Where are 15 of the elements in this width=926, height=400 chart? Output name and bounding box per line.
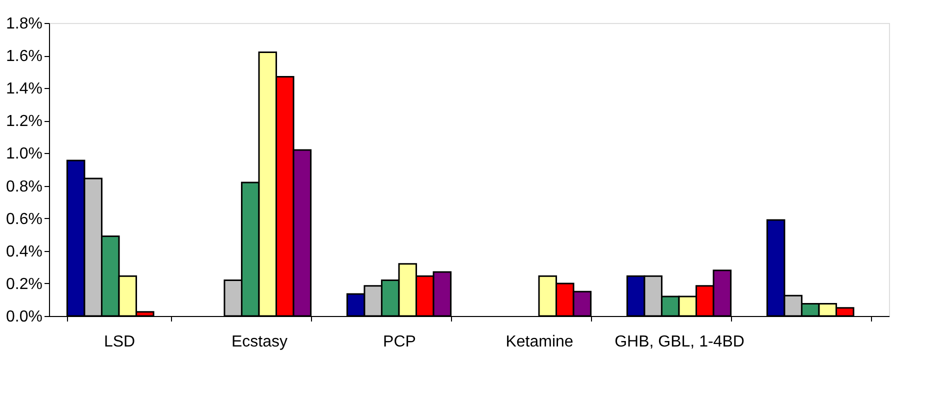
y-tick-label: 1.8%	[6, 16, 42, 32]
y-tick-label: 0.6%	[6, 210, 42, 228]
x-tick-label: Ecstasy	[231, 334, 288, 350]
y-tick-label: 1.2%	[6, 113, 42, 130]
y-tick-label: 0.0%	[6, 308, 42, 326]
x-tick-label: GHB, GBL, 1-4BD	[614, 334, 744, 350]
y-tick-label: 0.8%	[6, 178, 42, 196]
y-tick-label: 0.4%	[6, 243, 42, 260]
y-tick-label: 1.4%	[6, 80, 42, 98]
y-tick-label: 0.2%	[6, 276, 42, 293]
x-tick-label: Ketamine	[506, 334, 574, 350]
x-tick-label: LSD	[104, 334, 136, 350]
y-tick-label: 1.6%	[6, 48, 42, 66]
y-tick-label: 1.0%	[6, 146, 42, 163]
x-tick-label: PCP	[383, 334, 416, 350]
